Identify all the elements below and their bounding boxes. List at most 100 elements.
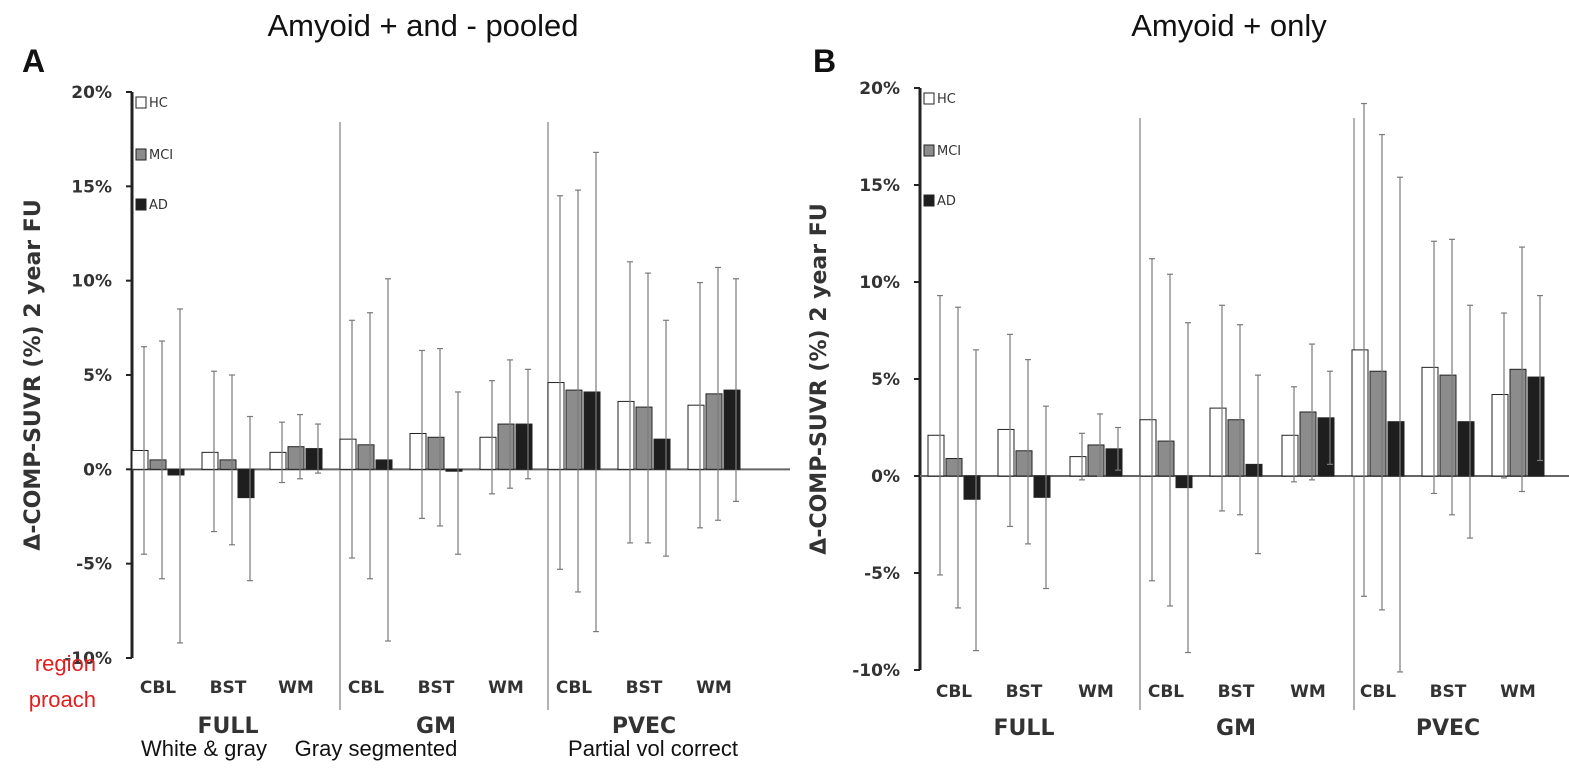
bar-mci: [357, 444, 375, 470]
category-label: CBL: [1148, 682, 1184, 702]
bar-mci: [1015, 450, 1033, 477]
bar-ad: [1175, 475, 1193, 489]
bar-ad: [445, 468, 463, 472]
y-tick-label: -10%: [64, 649, 112, 669]
category-label: BST: [626, 678, 663, 698]
bar-hc: [1209, 407, 1227, 477]
bar-hc: [1421, 366, 1439, 477]
bar-hc: [201, 451, 219, 470]
bar-mci: [427, 436, 445, 470]
bar-mci: [1299, 411, 1317, 477]
category-label: CBL: [348, 678, 384, 698]
group-label: GM: [1216, 716, 1256, 741]
bar-hc: [1139, 419, 1157, 477]
bar-ad: [583, 391, 601, 470]
bar-mci: [945, 458, 963, 477]
category-label: WM: [278, 678, 314, 698]
bar-hc: [927, 434, 945, 477]
description-full: White & gray: [141, 736, 267, 761]
category-label: CBL: [936, 682, 972, 702]
legend-label-mci: MCI: [149, 148, 173, 163]
y-tick-label: 0%: [83, 460, 112, 480]
category-label: WM: [696, 678, 732, 698]
bar-ad: [1457, 421, 1475, 477]
y-tick-label: -5%: [76, 555, 112, 575]
y-tick-label: 15%: [71, 177, 112, 197]
category-label: BST: [1430, 682, 1467, 702]
y-tick-label: 15%: [859, 176, 900, 196]
bar-ad: [1317, 417, 1335, 477]
y-tick-label: 0%: [871, 467, 900, 487]
bar-hc: [997, 428, 1015, 477]
bar-ad: [1245, 463, 1263, 477]
y-tick-label: 10%: [71, 272, 112, 292]
bar-hc: [547, 382, 565, 470]
legend-swatch-ad: [135, 198, 147, 211]
panel-b: Amyoid + only B 20% 15% 10% 5% 0% -5% -10% Δ-CO…: [807, 8, 1569, 741]
bar-mci: [1227, 419, 1245, 477]
category-label: WM: [1500, 682, 1536, 702]
bar-hc: [1069, 456, 1087, 477]
bar-hc: [687, 404, 705, 470]
legend-label-hc: HC: [937, 92, 956, 107]
bar-hc: [1281, 434, 1299, 477]
category-label: CBL: [1360, 682, 1396, 702]
bar-mci: [1369, 370, 1387, 477]
bar-ad: [1387, 421, 1405, 477]
panel-b-letter: B: [813, 43, 836, 79]
group-label: FULL: [994, 716, 1055, 741]
left-note-line-1: region: [35, 651, 96, 676]
bar-mci: [219, 459, 237, 470]
category-label: BST: [1006, 682, 1043, 702]
bar-ad: [375, 459, 393, 470]
bar-mci: [1439, 374, 1457, 477]
y-tick-label: 10%: [859, 273, 900, 293]
category-label: WM: [1078, 682, 1114, 702]
description-pvec: Partial vol correct: [568, 736, 738, 761]
legend-label-ad: AD: [937, 194, 956, 209]
y-axis-label: Δ-COMP-SUVR (%) 2 year FU: [21, 199, 46, 550]
bar-ad: [963, 475, 981, 500]
bar-hc: [617, 400, 635, 470]
y-tick-label: -10%: [852, 661, 900, 681]
group-label: FULL: [198, 714, 259, 739]
y-tick-label: -5%: [864, 564, 900, 584]
legend-label-mci: MCI: [937, 144, 961, 159]
category-label: BST: [1218, 682, 1255, 702]
y-tick-label: 20%: [859, 79, 900, 99]
y-tick-label: 5%: [83, 366, 112, 386]
bar-ad: [1033, 475, 1051, 498]
bar-ad: [167, 468, 185, 476]
y-tick-label: 5%: [871, 370, 900, 390]
category-label: CBL: [140, 678, 176, 698]
category-label: BST: [210, 678, 247, 698]
bar-mci: [705, 393, 723, 470]
panel-a-title: Amyoid + and - pooled: [267, 8, 578, 43]
bar-ad: [237, 468, 255, 499]
bar-ad: [723, 389, 741, 470]
bar-mci: [565, 389, 583, 470]
group-label: PVEC: [612, 714, 676, 739]
panel-b-title: Amyoid + only: [1131, 8, 1327, 43]
bar-mci: [1509, 368, 1527, 477]
bar-ad: [1527, 376, 1545, 477]
bar-mci: [497, 423, 515, 470]
category-label: WM: [1290, 682, 1326, 702]
bar-hc: [479, 436, 497, 470]
bar-hc: [409, 432, 427, 470]
bar-ad: [515, 423, 533, 470]
bar-hc: [1491, 394, 1509, 477]
category-label: CBL: [556, 678, 592, 698]
bar-ad: [305, 448, 323, 470]
bar-hc: [339, 438, 357, 470]
description-gm: Gray segmented: [295, 736, 458, 761]
bar-mci: [149, 459, 167, 470]
bar-mci: [635, 406, 653, 470]
group-label: GM: [416, 714, 456, 739]
category-label: WM: [488, 678, 524, 698]
bar-ad: [653, 438, 671, 470]
bar-mci: [1157, 440, 1175, 477]
legend-swatch-hc: [135, 96, 147, 109]
bar-ad: [1105, 448, 1123, 477]
